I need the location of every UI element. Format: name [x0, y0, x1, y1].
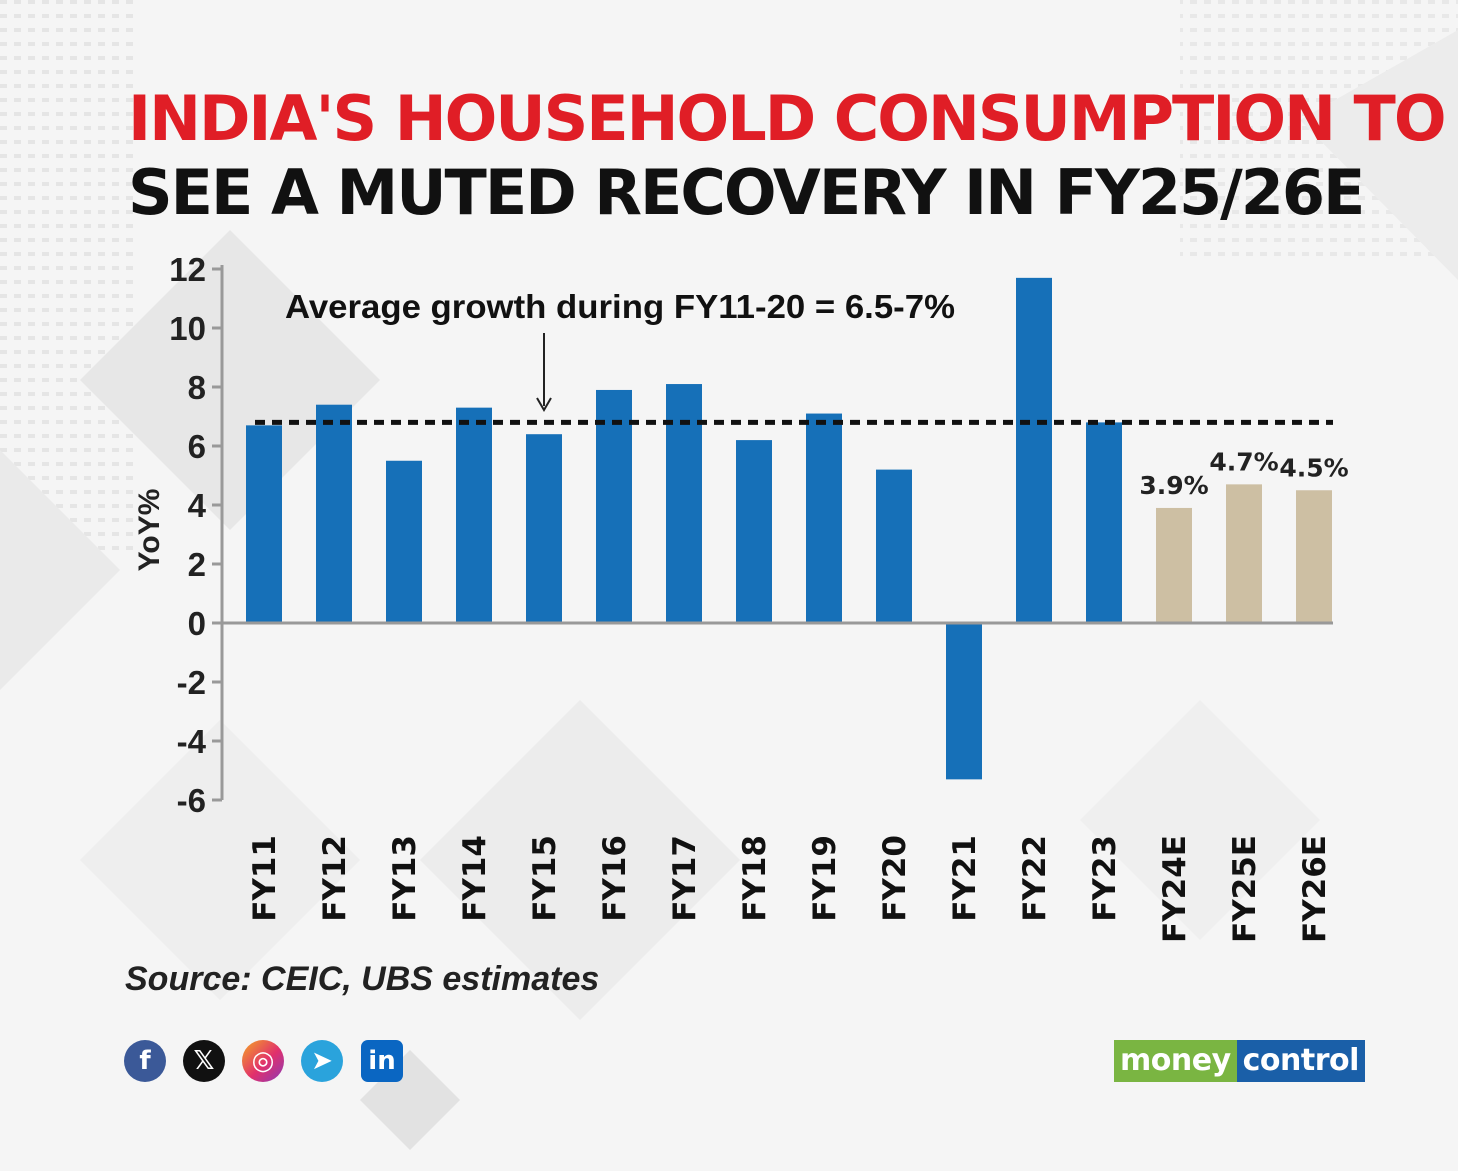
- annotation-arrow-head: [536, 397, 552, 412]
- data-label: 4.7%: [1209, 447, 1278, 476]
- title-line-2: SEE A MUTED RECOVERY IN FY25/26E: [128, 156, 1365, 229]
- bar-fy22: [1016, 277, 1052, 623]
- x-tick-label: FY22: [1017, 835, 1053, 922]
- y-tick-label: -4: [177, 723, 207, 760]
- x-tick-label: FY18: [737, 835, 773, 922]
- bar-fy17: [666, 384, 702, 623]
- y-tick-label: -2: [177, 664, 206, 701]
- bar-fy12: [316, 404, 352, 623]
- bar-fy14: [456, 407, 492, 623]
- y-tick-label: 10: [169, 310, 206, 347]
- bar-fy16: [596, 389, 632, 623]
- bar-fy20: [876, 469, 912, 623]
- annotation-text: Average growth during FY11-20 = 6.5-7%: [285, 288, 955, 325]
- x-tick-label: FY23: [1087, 835, 1123, 922]
- x-tick-label: FY20: [877, 835, 913, 922]
- y-tick-label: -6: [177, 782, 206, 819]
- x-tick-label: FY25E: [1227, 835, 1263, 943]
- linkedin-icon[interactable]: in: [360, 1040, 404, 1082]
- linkedin-glyph: in: [361, 1040, 403, 1082]
- title-line-1: INDIA'S HOUSEHOLD CONSUMPTION TO: [128, 82, 1447, 155]
- y-tick-label: 6: [188, 428, 206, 465]
- x-tick-label: FY12: [317, 835, 353, 922]
- source-note: Source: CEIC, UBS estimates: [125, 960, 600, 998]
- x-tick-label: FY26E: [1297, 835, 1333, 943]
- x-tick-label: FY16: [597, 835, 633, 922]
- bar-fy19: [806, 413, 842, 623]
- x-tick-label: FY19: [807, 835, 843, 922]
- y-tick-label: 4: [188, 487, 207, 524]
- facebook-icon[interactable]: f: [124, 1040, 166, 1082]
- logo-part-control: control: [1236, 1040, 1365, 1082]
- x-tick-label: FY17: [667, 835, 703, 922]
- x-tick-label: FY11: [247, 835, 283, 922]
- social-links: f 𝕏 ◎ ➤ in: [124, 1040, 404, 1082]
- y-tick-label: 0: [188, 605, 206, 642]
- moneycontrol-logo: money control: [1114, 1040, 1365, 1082]
- bar-fy25e: [1226, 484, 1262, 623]
- bar-fy21: [946, 623, 982, 780]
- data-label: 4.5%: [1279, 453, 1348, 482]
- telegram-icon[interactable]: ➤: [301, 1040, 343, 1082]
- bar-fy13: [386, 460, 422, 623]
- bar-fy24e: [1156, 507, 1192, 623]
- y-tick-label: 8: [188, 369, 206, 406]
- x-tick-label: FY13: [387, 835, 423, 922]
- bar-fy15: [526, 434, 562, 623]
- logo-part-money: money: [1114, 1040, 1237, 1082]
- bar-fy26e: [1296, 490, 1332, 623]
- y-tick-label: 12: [169, 251, 206, 288]
- x-tick-label: FY21: [947, 835, 983, 922]
- bar-fy18: [736, 440, 772, 623]
- bar-fy11: [246, 425, 282, 623]
- y-tick-label: 2: [188, 546, 206, 583]
- x-tick-label: FY15: [527, 835, 563, 922]
- chart-title: INDIA'S HOUSEHOLD CONSUMPTION TO SEE A M…: [128, 82, 1447, 230]
- instagram-icon[interactable]: ◎: [242, 1040, 284, 1082]
- bar-fy23: [1086, 422, 1122, 623]
- x-tick-label: FY14: [457, 835, 493, 922]
- data-label: 3.9%: [1139, 471, 1208, 500]
- x-tick-label: FY24E: [1157, 835, 1193, 943]
- x-icon[interactable]: 𝕏: [183, 1040, 225, 1082]
